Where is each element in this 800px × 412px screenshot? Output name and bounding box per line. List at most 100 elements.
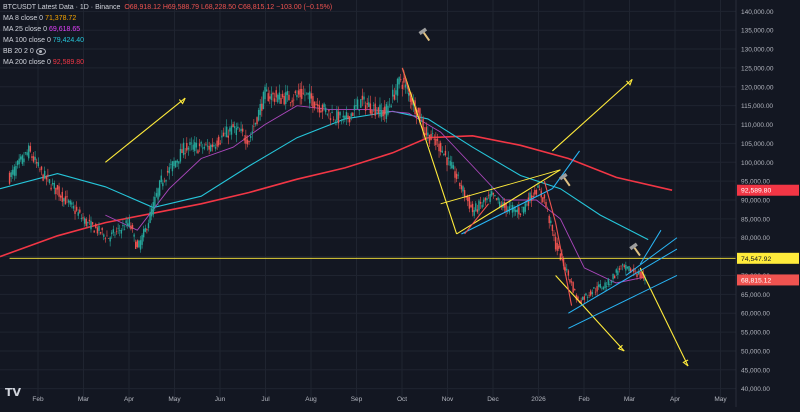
candle-body [197, 150, 199, 154]
candle-body [26, 152, 28, 156]
candle-body [157, 188, 159, 200]
indicator-row[interactable]: MA 100 close 0 79,424.40 [3, 35, 332, 46]
candle-body [152, 202, 154, 215]
candle-body [104, 238, 107, 240]
candle-body [36, 162, 38, 164]
y-tick-label: 105,000.00 [741, 141, 774, 148]
indicator-row[interactable]: MA 200 close 0 92,589.80 [3, 57, 332, 68]
candle-body [61, 191, 63, 202]
candle-body [93, 230, 95, 233]
x-tick-label: May [714, 396, 727, 403]
candle-body [208, 145, 210, 150]
candle-body [478, 200, 480, 211]
candle-body [114, 234, 116, 236]
candle-body [120, 229, 123, 234]
candle-body [189, 142, 191, 146]
candle-body [10, 172, 12, 178]
candle-body [138, 240, 140, 248]
candle-body [103, 234, 105, 237]
candle-body [615, 269, 617, 273]
y-tick-label: 110,000.00 [741, 122, 773, 129]
candle-body [556, 242, 558, 251]
candle-body [249, 136, 252, 138]
y-tick-label: 120,000.00 [741, 84, 774, 91]
candle-body [309, 91, 311, 104]
indicator-value: 69,618.65 [48, 26, 81, 33]
y-tick-label: 45,000.00 [741, 367, 770, 374]
candle-body [550, 220, 552, 224]
candle-body [521, 206, 523, 208]
candle-body [530, 195, 533, 201]
candle-body [360, 99, 362, 108]
candle-body [135, 241, 137, 249]
candle-body [206, 145, 209, 147]
candle-body [567, 270, 570, 276]
candle-body [82, 217, 84, 219]
indicator-row[interactable]: BB 20 2 0 [3, 46, 332, 57]
candle-body [289, 102, 292, 103]
candle-body [125, 220, 127, 224]
hammer-handle [633, 246, 641, 257]
candle-body [87, 221, 89, 224]
candle-body [637, 271, 640, 275]
candle-body [545, 201, 547, 207]
candle-body [393, 94, 396, 100]
candle-body [582, 297, 584, 300]
candle-body [467, 195, 469, 202]
candle-body [136, 240, 139, 248]
candle-body [462, 186, 464, 192]
indicator-row[interactable]: MA 8 close 0 71,378.72 [3, 13, 332, 24]
candle-body [23, 158, 25, 163]
candle-body [470, 204, 472, 208]
candle-body [218, 136, 220, 146]
candle-body [628, 266, 630, 271]
candle-body [277, 94, 279, 103]
candle-body [42, 174, 44, 181]
candle-body [245, 135, 247, 144]
candle-body [468, 197, 471, 209]
candle-body [642, 273, 645, 279]
yellow-trendline-rise [456, 169, 561, 235]
candle-body [339, 112, 341, 116]
candle-body [430, 133, 432, 141]
yellow-trendline-drop [401, 67, 458, 235]
candle-body [396, 78, 399, 96]
candle-body [408, 92, 410, 96]
candle-body [446, 157, 448, 166]
candle-body [95, 223, 97, 228]
candle-body [216, 140, 218, 147]
y-tick-label: 90,000.00 [741, 198, 770, 205]
candle-body [106, 235, 108, 237]
eye-icon[interactable] [35, 47, 46, 55]
candle-body [368, 102, 370, 107]
candle-body [427, 132, 429, 136]
blue-channel-2 [551, 150, 580, 190]
hammer-icon [418, 27, 431, 42]
tradingview-logo[interactable]: TV [5, 386, 22, 399]
candle-body [155, 193, 158, 197]
candle-body [609, 284, 611, 285]
symbol-title[interactable]: BTCUSDT Latest Data · 1D · Binance [3, 4, 121, 11]
candle-body [566, 268, 568, 271]
candle-body [32, 156, 35, 162]
y-tick-label: 95,000.00 [741, 179, 770, 186]
candle-body [487, 195, 490, 196]
candle-body [202, 147, 204, 149]
indicator-row[interactable]: MA 25 close 0 69,618.65 [3, 24, 332, 35]
candle-body [18, 158, 20, 165]
candle-body [160, 175, 162, 183]
candle-body [590, 290, 592, 296]
candle-body [597, 284, 600, 287]
candle-body [574, 289, 576, 291]
candle-body [107, 238, 110, 239]
candle-body [331, 112, 333, 113]
candle-body [55, 187, 57, 195]
candle-body [79, 209, 81, 213]
candle-body [499, 201, 501, 207]
hammer-head [418, 27, 428, 36]
candle-body [433, 139, 435, 140]
y-tick-label: 140,000.00 [741, 9, 774, 16]
candle-body [24, 152, 27, 154]
